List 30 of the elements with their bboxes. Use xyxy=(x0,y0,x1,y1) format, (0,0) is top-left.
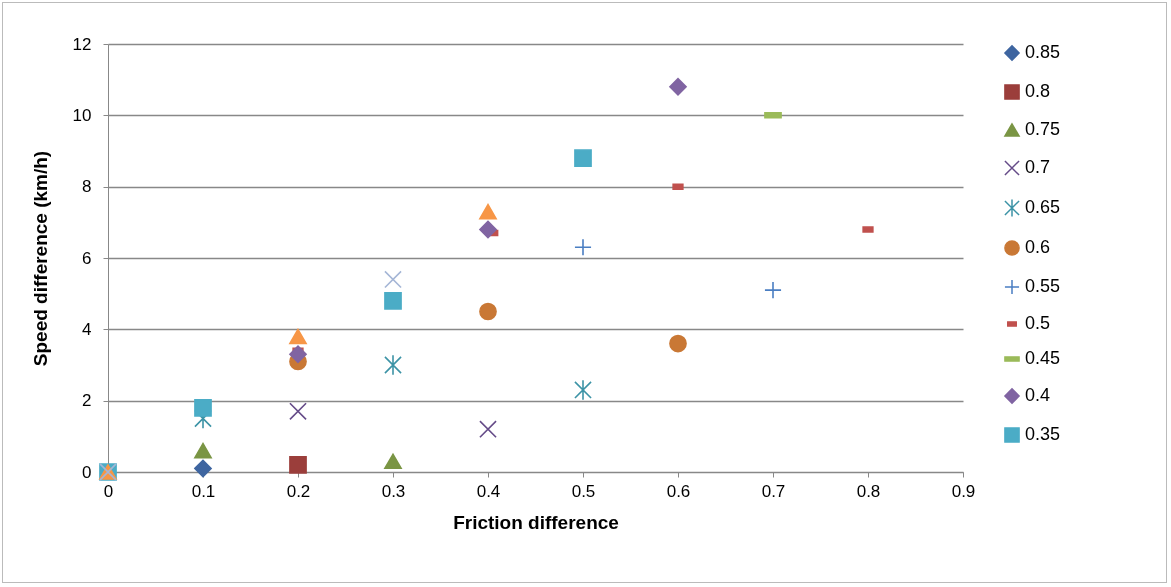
x-tick-label: 0.8 xyxy=(856,481,881,501)
legend-label: 0.6 xyxy=(1025,237,1051,257)
x-tick-label: 0.7 xyxy=(761,481,786,501)
x-tick-label: 0.2 xyxy=(286,481,311,501)
x-tick-label: 0.1 xyxy=(191,481,216,501)
legend-label: 0.4 xyxy=(1025,385,1051,405)
x-tick-label: 0.4 xyxy=(476,481,501,501)
x-tick-label: 0.6 xyxy=(666,481,691,501)
y-tick-label: 12 xyxy=(72,34,92,54)
x-tick-label: 0 xyxy=(103,481,114,501)
legend-label: 0.5 xyxy=(1025,313,1051,333)
y-tick-label: 4 xyxy=(82,319,92,339)
x-axis-title: Friction difference xyxy=(453,511,619,533)
legend-label: 0.8 xyxy=(1025,81,1051,101)
legend-label: 0.55 xyxy=(1025,276,1061,296)
y-tick-label: 10 xyxy=(72,105,92,125)
legend-label: 0.7 xyxy=(1025,157,1051,177)
y-tick-label: 2 xyxy=(82,391,92,411)
x-tick-label: 0.9 xyxy=(951,481,976,501)
legend-label: 0.65 xyxy=(1025,197,1061,217)
x-tick-label: 0.5 xyxy=(571,481,596,501)
y-tick-label: 6 xyxy=(82,248,92,268)
legend-label: 0.75 xyxy=(1025,119,1061,139)
y-tick-label: 0 xyxy=(82,462,92,482)
y-axis-title: Speed difference (km/h) xyxy=(29,150,51,367)
legend-label: 0.35 xyxy=(1025,424,1061,444)
x-tick-label: 0.3 xyxy=(381,481,406,501)
legend-label: 0.85 xyxy=(1025,42,1061,62)
y-tick-label: 8 xyxy=(82,177,92,197)
legend-label: 0.45 xyxy=(1025,348,1061,368)
